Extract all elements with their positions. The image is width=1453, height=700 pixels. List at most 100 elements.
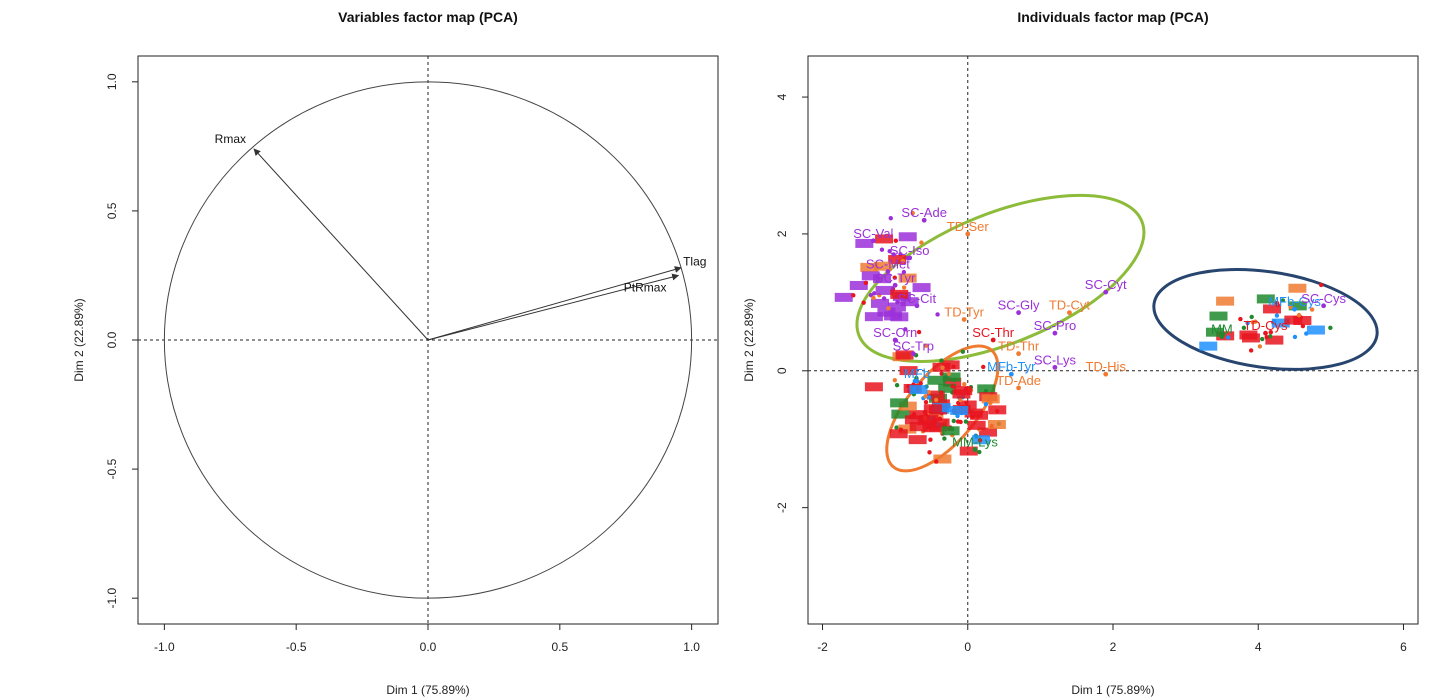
y-tick-label: 1.0 <box>105 73 119 90</box>
cluster-point <box>881 296 887 301</box>
cluster-label-blob <box>977 384 996 394</box>
cluster-point <box>964 400 969 406</box>
individual-label: MFb <box>904 366 930 381</box>
cluster-label-blob <box>884 311 903 321</box>
cluster-label-blob <box>979 427 998 437</box>
x-axis-label-1: Dim 1 (75.89%) <box>1071 683 1154 697</box>
cluster-point <box>892 275 897 280</box>
cluster-point <box>939 390 944 395</box>
cluster-point <box>946 371 952 377</box>
cluster-point <box>1309 307 1315 312</box>
cluster-point <box>1292 334 1298 340</box>
cluster-point <box>887 248 892 254</box>
individual-point <box>1103 371 1109 377</box>
cluster-label-blob <box>898 273 917 283</box>
variable-arrow-ptrmax <box>427 273 680 341</box>
x-tick-label: -0.5 <box>286 640 307 654</box>
cluster-point <box>923 343 929 348</box>
x-tick-label: -1.0 <box>154 640 175 654</box>
cluster-point <box>1260 336 1265 342</box>
cluster-point <box>895 299 900 305</box>
cluster-label-blob <box>1288 283 1307 293</box>
cluster-label-blob <box>891 409 910 419</box>
individual-point <box>1016 351 1021 357</box>
cluster-label-blob <box>870 298 889 308</box>
cluster-label-blob <box>900 297 919 307</box>
cluster-point <box>927 450 932 455</box>
cluster-point <box>1274 313 1280 318</box>
cluster-label-blob <box>1271 318 1290 328</box>
individual-point <box>1016 385 1021 391</box>
cluster-point <box>1319 282 1324 288</box>
individual-label: MM-Lys <box>952 434 998 449</box>
individual-label: TD-Cyt <box>1049 298 1091 313</box>
cluster-point <box>995 409 1000 414</box>
x-tick-label: 0 <box>964 640 971 654</box>
cluster-label-blob <box>898 424 917 434</box>
cluster-label-blob <box>938 383 957 393</box>
cluster-point <box>919 240 924 245</box>
cluster-label-blob <box>887 302 906 312</box>
cluster-point <box>871 295 876 301</box>
individual-label: SC-Met <box>866 257 910 272</box>
cluster-point <box>898 427 904 432</box>
cluster-point <box>926 425 931 430</box>
individual-point <box>1052 364 1058 370</box>
variable-arrow-rmax <box>253 148 429 341</box>
cluster-label-blob <box>904 415 923 425</box>
cluster-point <box>918 381 923 386</box>
x-tick-label: -2 <box>817 640 828 654</box>
cluster-point <box>1271 319 1277 324</box>
cluster-label-blob <box>849 280 868 290</box>
cluster-point <box>872 291 877 296</box>
cluster-label-blob <box>981 394 1000 404</box>
cluster-label-blob <box>861 271 880 281</box>
individual-point <box>907 255 913 261</box>
individual-point <box>1263 330 1268 336</box>
individual-label: TD-Tyr <box>944 304 984 319</box>
cluster-point <box>900 258 905 264</box>
cluster-point <box>923 394 928 399</box>
cluster-point <box>892 377 898 383</box>
individual-label: TD-His <box>1086 359 1127 374</box>
cluster-point <box>963 386 969 392</box>
cluster-point <box>1253 319 1258 324</box>
cluster-label-blob <box>926 390 945 400</box>
cluster-point <box>963 419 969 424</box>
y-tick-label: -2 <box>775 502 789 513</box>
individual-point <box>965 231 971 237</box>
cluster-label-blob <box>1288 301 1307 311</box>
cluster-label-blob <box>952 389 971 399</box>
cluster-label-blob <box>912 283 931 293</box>
individual-point <box>892 337 898 343</box>
individual-label: SC-Thr <box>972 325 1015 340</box>
cluster-point <box>1268 334 1273 339</box>
individual-label: TD-Thr <box>998 339 1040 354</box>
individual-label: SC-Tyr <box>875 270 916 285</box>
cluster-label-blob <box>1306 325 1325 335</box>
cluster-point <box>977 449 982 455</box>
correlation-circle <box>163 81 693 599</box>
cluster-point <box>939 358 944 363</box>
cluster-point <box>1296 312 1302 318</box>
cluster-label-blob <box>909 410 928 420</box>
cluster-point <box>1288 304 1293 310</box>
cluster-point <box>950 384 955 389</box>
individual-point <box>1067 310 1072 316</box>
individual-point <box>1008 371 1014 377</box>
y-tick-label: 0.0 <box>105 331 119 348</box>
individual-point <box>914 378 920 384</box>
cluster-label-blob <box>943 377 962 387</box>
cluster-point <box>891 252 896 257</box>
cluster-point <box>926 395 932 400</box>
cluster-point <box>977 438 983 443</box>
cluster-point <box>942 436 947 441</box>
cluster-label-blob <box>873 274 892 284</box>
cluster-point <box>1225 335 1231 340</box>
cluster-point <box>893 238 899 243</box>
variable-label-tlag: Tlag <box>683 255 706 269</box>
cluster-point <box>940 365 945 370</box>
cluster-point <box>933 397 939 403</box>
cluster-point <box>863 280 869 286</box>
